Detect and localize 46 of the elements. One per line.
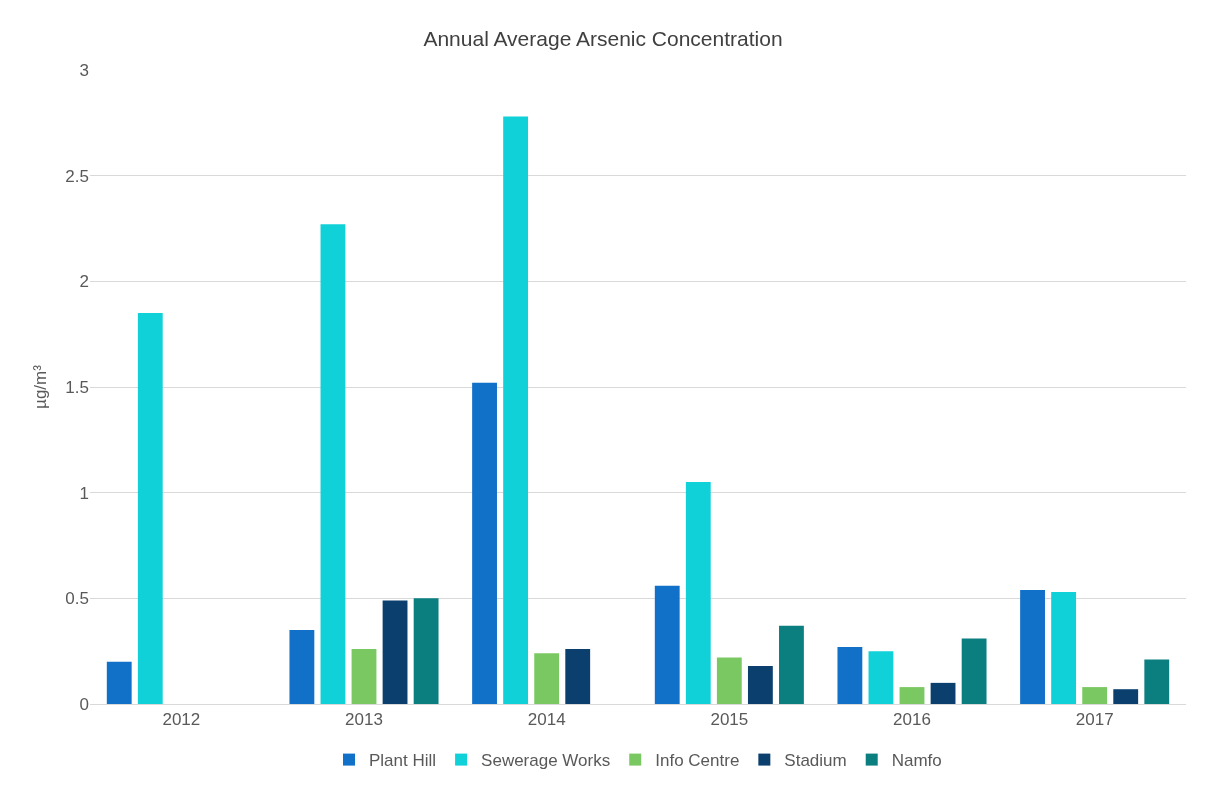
bar	[413, 598, 439, 704]
bar	[747, 665, 773, 704]
legend-label: Plant Hill	[369, 751, 437, 771]
bar	[503, 116, 529, 704]
bar	[534, 653, 560, 704]
bar	[137, 313, 163, 704]
bar	[1051, 591, 1077, 704]
bar	[1082, 687, 1108, 704]
bar	[899, 687, 925, 704]
y-tick-label: 0	[79, 694, 89, 714]
y-tick-label: 0.5	[65, 589, 89, 609]
bar	[868, 651, 894, 704]
bar	[289, 630, 315, 704]
bar	[654, 585, 680, 704]
bar	[1144, 659, 1170, 704]
chart-title: Annual Average Arsenic Concentration	[423, 27, 783, 51]
bar	[716, 657, 742, 704]
x-tick-label: 2013	[345, 710, 383, 730]
legend-label: Stadium	[784, 751, 847, 771]
legend-label: Sewerage Works	[481, 751, 611, 771]
y-tick-label: 1	[79, 483, 89, 503]
bar	[837, 646, 863, 704]
y-tick-label: 3	[79, 60, 89, 80]
x-tick-label: 2015	[710, 710, 749, 730]
bar	[382, 600, 408, 704]
bar	[1020, 589, 1045, 704]
bar	[351, 649, 377, 704]
y-tick-label: 1.5	[65, 377, 89, 397]
y-axis-title: µg/m³	[31, 364, 50, 409]
y-tick-label: 2	[79, 272, 89, 292]
bar	[961, 638, 987, 704]
x-tick-label: 2017	[1075, 710, 1114, 730]
legend-label: Namfo	[891, 751, 942, 771]
bar	[1113, 689, 1139, 704]
bar	[779, 625, 804, 704]
y-tick-label: 2.5	[65, 166, 89, 186]
bar	[106, 661, 132, 704]
x-tick-label: 2016	[893, 710, 931, 730]
bar	[565, 649, 591, 704]
bar	[930, 682, 956, 704]
bar	[472, 382, 497, 704]
bar	[320, 224, 346, 704]
legend-label: Info Centre	[655, 751, 740, 771]
x-tick-label: 2014	[527, 710, 566, 730]
x-tick-label: 2012	[162, 710, 201, 730]
bar	[685, 482, 711, 704]
